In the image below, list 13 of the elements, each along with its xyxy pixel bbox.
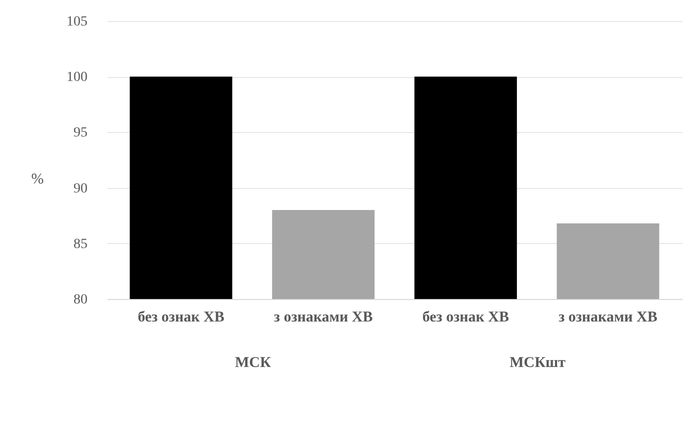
x-tick-label: з ознаками ХВ [274,310,373,326]
text: МСКшт [510,355,566,371]
y-tick-label: 95 [74,126,88,141]
y-tick-label: 90 [74,181,88,196]
text: МСК [234,355,271,371]
y-axis-title: % [31,172,44,188]
x-tick-label: без ознак ХВ [138,310,224,326]
x-tick-label: без ознак ХВ [422,310,509,326]
y-tick-label: 85 [74,236,88,252]
y-tick-label: 100 [66,70,88,86]
y-tick-label: 105 [66,14,88,30]
y-tick-label: 80 [74,292,88,308]
x-tick-label: з ознаками ХВ [558,310,658,326]
